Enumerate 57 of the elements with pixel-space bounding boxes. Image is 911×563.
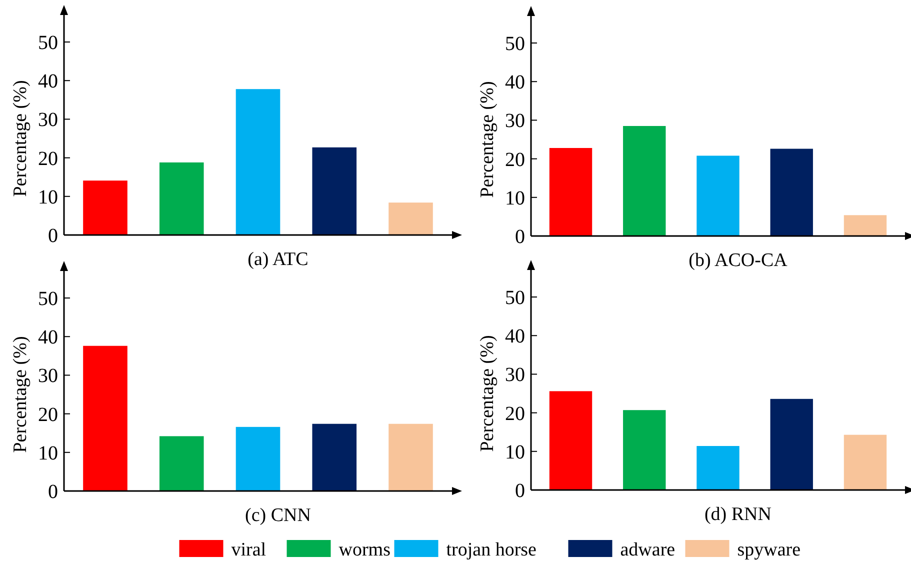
y-tick-label: 10 (38, 186, 58, 208)
bar (159, 162, 204, 235)
y-tick-label: 0 (515, 226, 525, 248)
bar (844, 434, 887, 490)
text: (d) RNN (704, 504, 772, 525)
y-tick-label: 10 (505, 187, 525, 210)
y-tick-label: 40 (38, 70, 58, 93)
y-tick-label: 50 (38, 32, 58, 54)
bar (236, 426, 280, 491)
bar (623, 126, 666, 236)
bar (388, 424, 433, 491)
y-tick-label: 20 (505, 402, 525, 425)
legend-label: worms (338, 540, 390, 561)
bar (549, 148, 592, 236)
y-tick-label: 0 (515, 480, 525, 502)
y-tick-label: 30 (38, 365, 58, 388)
bar (159, 436, 204, 491)
y-tick-label: 50 (505, 33, 525, 55)
legend-label: adware (620, 540, 676, 561)
y-axis-title: Percentage (%) (477, 335, 498, 452)
y-tick-label: 10 (505, 441, 525, 464)
y-tick-label: 30 (505, 364, 525, 386)
bar (312, 424, 357, 491)
legend-label: spyware (737, 540, 801, 561)
bar (549, 391, 592, 490)
y-tick-label: 20 (38, 404, 58, 426)
y-tick-label: 40 (505, 72, 525, 94)
y-axis-title: Percentage (%) (10, 336, 31, 453)
y-tick-label: 20 (38, 148, 58, 170)
bar (83, 346, 128, 491)
bar (83, 180, 128, 235)
y-tick-label: 0 (48, 225, 58, 247)
bar (623, 410, 666, 490)
bar (388, 202, 433, 235)
y-axis-title: Percentage (%) (10, 80, 31, 197)
bar (770, 148, 813, 236)
y-tick-label: 40 (505, 326, 525, 348)
text: (a) ATC (248, 249, 308, 270)
bar (770, 398, 813, 490)
y-tick-label: 0 (48, 481, 58, 503)
y-axis-title: Percentage (%) (477, 81, 498, 198)
y-tick-label: 30 (38, 109, 58, 132)
text: (c) CNN (245, 505, 312, 526)
bar (844, 215, 887, 236)
bar (696, 156, 740, 236)
y-tick-label: 30 (505, 110, 525, 132)
y-tick-label: 40 (38, 326, 58, 349)
bar (236, 89, 280, 235)
y-tick-label: 10 (38, 442, 58, 464)
text: (b) ACO-CA (688, 250, 788, 271)
legend-label: viral (231, 540, 266, 561)
y-tick-label: 50 (38, 288, 58, 310)
y-tick-label: 50 (505, 287, 525, 309)
legend-label: trojan horse (446, 540, 536, 561)
y-tick-label: 20 (505, 148, 525, 171)
bar (696, 446, 740, 490)
bar (312, 147, 357, 235)
